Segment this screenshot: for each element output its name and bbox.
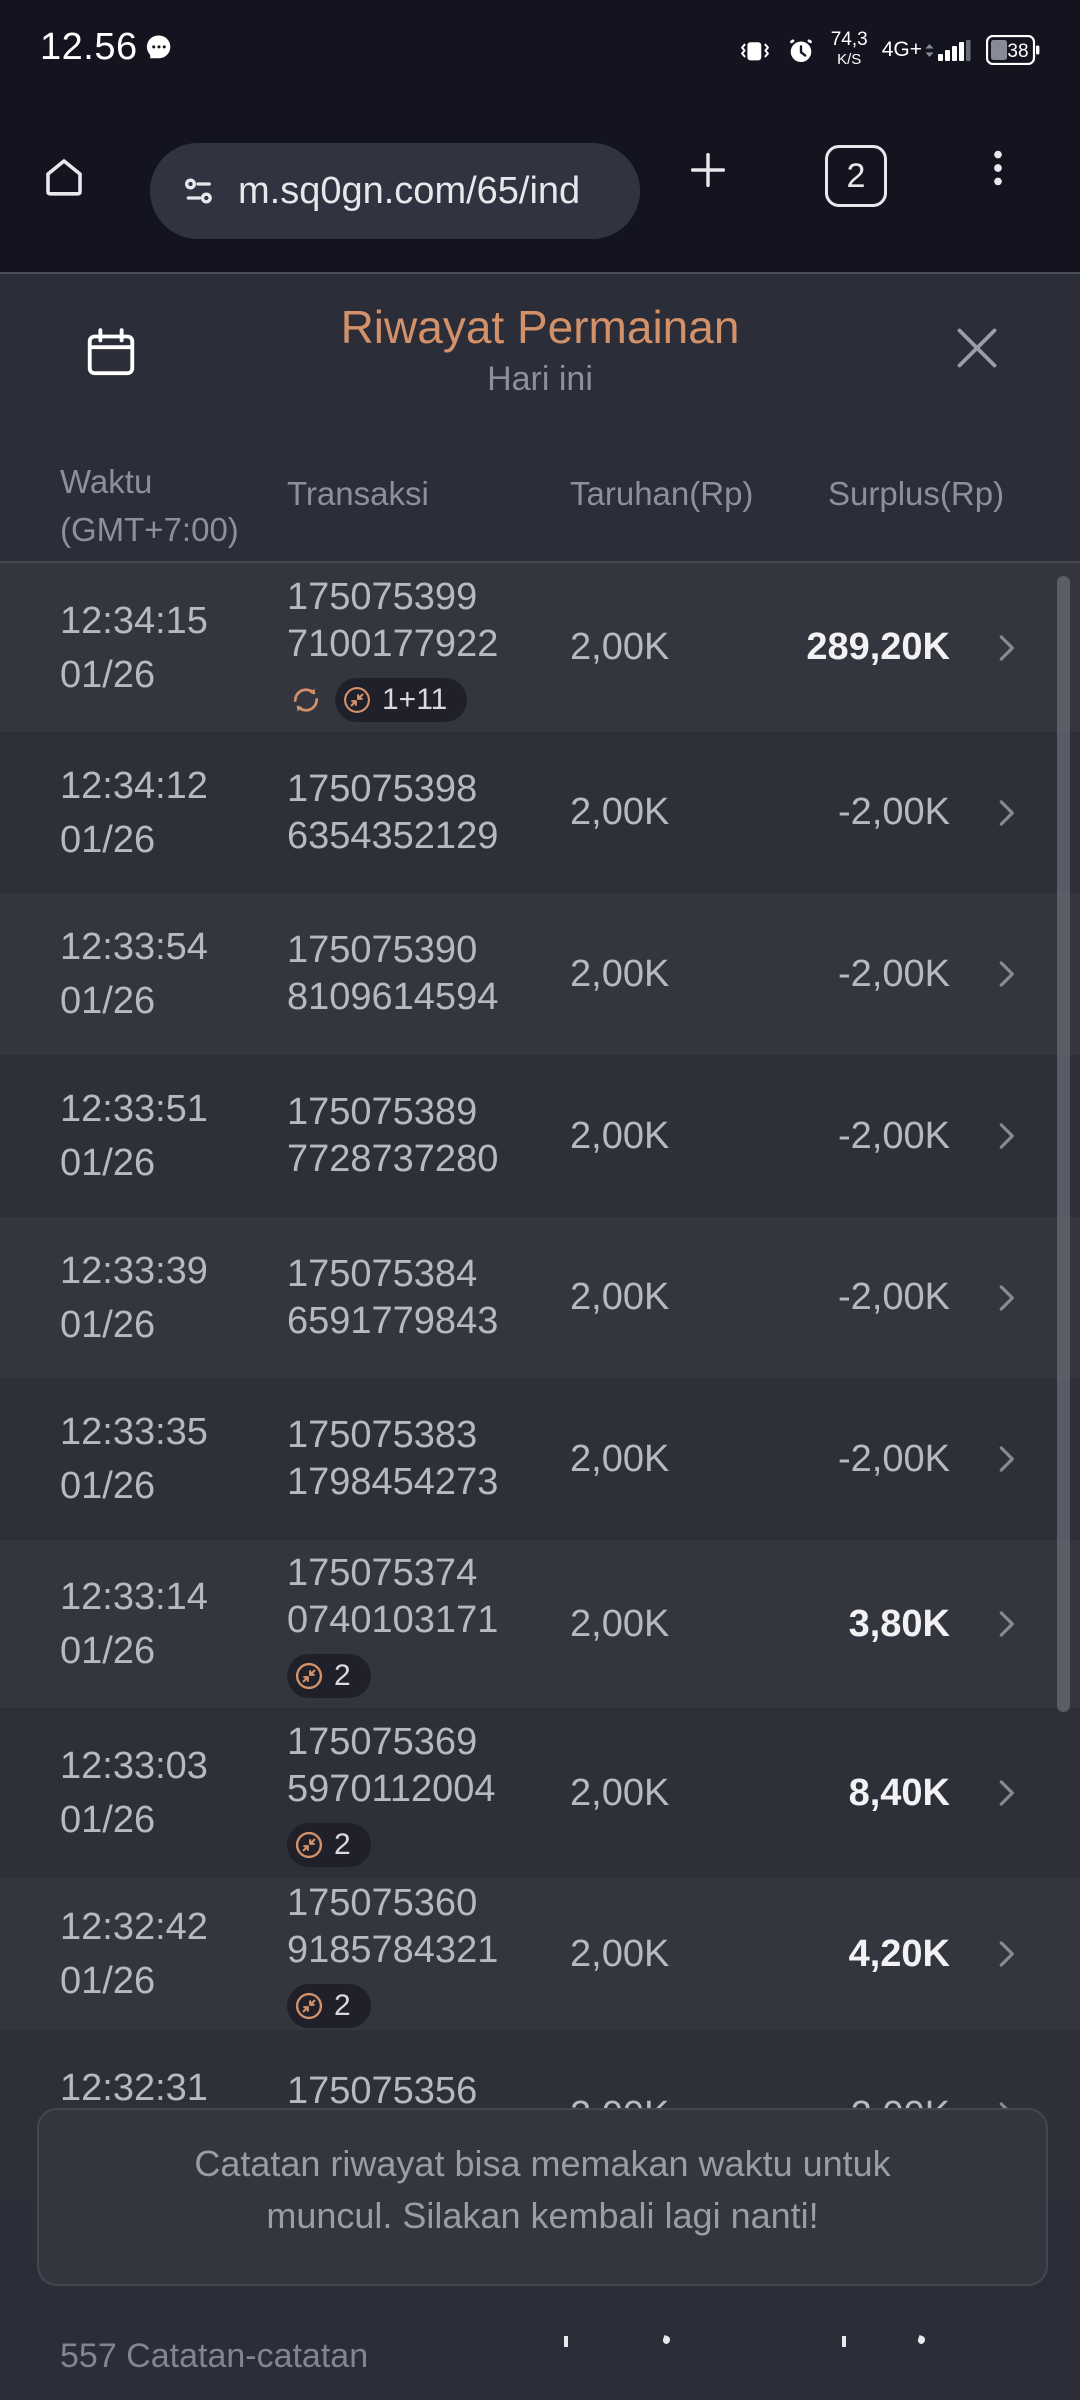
svg-text:38: 38: [1007, 41, 1028, 62]
